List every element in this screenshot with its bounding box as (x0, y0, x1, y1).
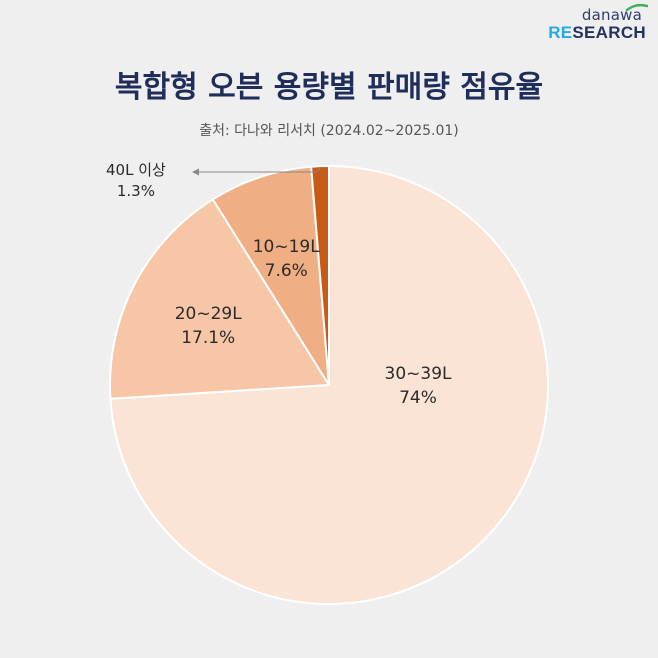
slice-label-name: 30~39L (385, 364, 453, 384)
leader-line-path (198, 167, 321, 173)
slice-label-name: 40L 이상 (106, 161, 166, 179)
slice-label-value: 7.6% (265, 261, 308, 281)
chart-source: 출처: 다나와 리서치 (2024.02~2025.01) (199, 123, 459, 139)
chart-title: 복합형 오븐 용량별 판매량 점유율 (114, 70, 544, 105)
swoosh-icon (626, 3, 648, 11)
slice-label-value: 74% (399, 388, 437, 408)
pie-slice-3 (211, 165, 330, 386)
slice-label-value: 17.1% (181, 328, 235, 348)
pie-labels: 30~39L 74% 20~29L 17.1% 10~19L 7.6% (175, 237, 452, 408)
slice-label-name: 10~19L (253, 237, 321, 257)
danawa-research-logo: danawa RESEARCH (548, 3, 648, 42)
logo-wordmark-top: danawa (548, 3, 648, 24)
arrow-icon (192, 168, 199, 176)
slice-label-external: 40L 이상 1.3% (106, 160, 166, 202)
pie-slice-2 (109, 197, 331, 400)
leader-line (192, 167, 321, 176)
pie-slice-4 (310, 164, 330, 386)
pie-slices (109, 164, 549, 605)
slice-label-value: 1.3% (116, 182, 155, 200)
logo-wordmark-bottom: RESEARCH (548, 23, 646, 42)
slice-label-name: 20~29L (175, 304, 243, 324)
